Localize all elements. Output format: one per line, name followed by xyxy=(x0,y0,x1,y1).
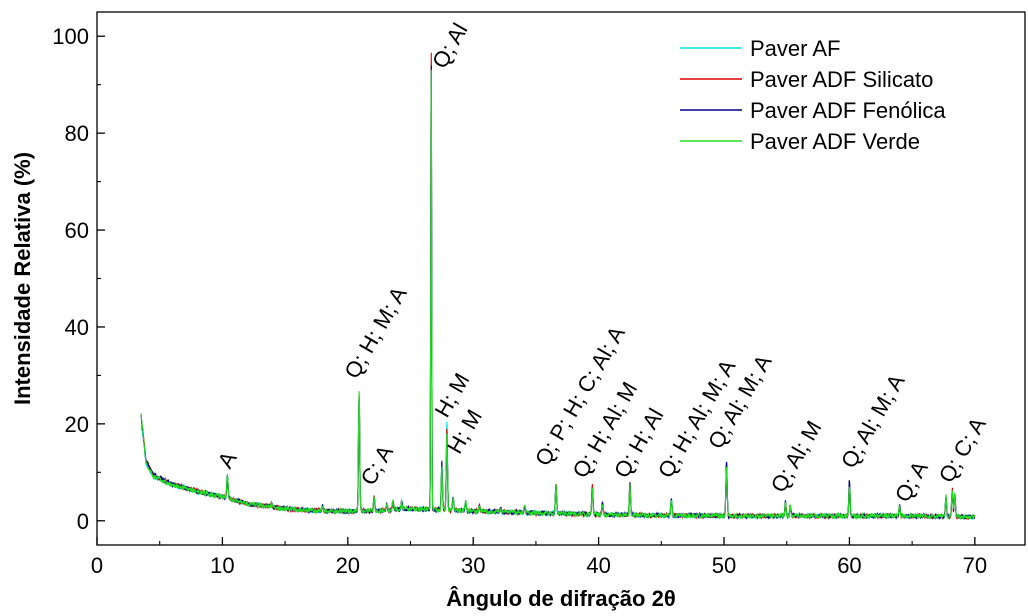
legend-label: Paver AF xyxy=(750,36,840,61)
peak-annotation: A xyxy=(213,447,242,472)
peak-annotation: Q; A xyxy=(890,456,933,506)
legend-label: Paver ADF Verde xyxy=(750,129,920,154)
y-axis-title: Intensidade Relativa (%) xyxy=(10,152,35,405)
x-axis-title: Ângulo de difração 2θ xyxy=(446,586,675,611)
peak-annotation: Q; C; A xyxy=(934,413,991,487)
peak-annotation: Q; Al xyxy=(427,19,472,73)
y-tick-label: 20 xyxy=(65,412,89,437)
x-tick-label: 0 xyxy=(91,553,103,578)
x-tick-label: 10 xyxy=(210,553,234,578)
peak-annotation: Q; Al; M; A xyxy=(836,370,910,473)
legend-label: Paver ADF Silicato xyxy=(750,67,933,92)
x-tick-label: 70 xyxy=(963,553,987,578)
legend: Paver AF Paver ADF Silicato Paver ADF Fenó… xyxy=(680,36,946,154)
y-tick-label: 0 xyxy=(77,509,89,534)
y-tick-label: 80 xyxy=(65,121,89,146)
legend-label: Paver ADF Fenólica xyxy=(750,98,946,123)
peak-annotation: C; A xyxy=(356,441,399,490)
x-tick-label: 60 xyxy=(837,553,861,578)
peak-annotation: Q; H; M; A xyxy=(339,282,412,383)
series-line-3 xyxy=(140,69,976,521)
y-tick-label: 40 xyxy=(65,315,89,340)
x-tick-label: 20 xyxy=(336,553,360,578)
x-tick-label: 30 xyxy=(461,553,485,578)
x-tick-label: 40 xyxy=(586,553,610,578)
axes: 0 10 20 30 40 50 60 70 0 20 40 60 80 100 xyxy=(52,11,1026,578)
peak-annotation: Q; Al; M xyxy=(766,416,827,496)
plot-lines xyxy=(140,52,976,521)
y-tick-label: 60 xyxy=(65,218,89,243)
y-tick-label: 100 xyxy=(52,24,89,49)
x-tick-label: 50 xyxy=(712,553,736,578)
